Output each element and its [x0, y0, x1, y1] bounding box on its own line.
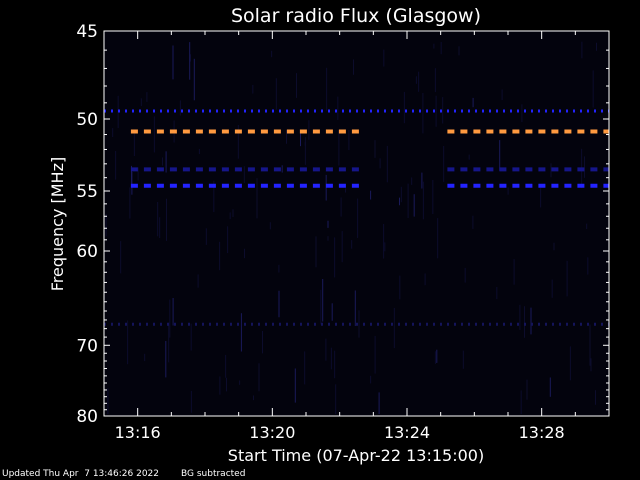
plot-area [104, 31, 609, 416]
x-tick-label: 13:16 [115, 423, 161, 442]
background-noise [105, 41, 597, 414]
x-axis-label: Start Time (07-Apr-22 13:15:00) [228, 446, 484, 465]
y-tick-label: 50 [76, 110, 98, 130]
y-tick-label: 45 [76, 22, 98, 42]
chart-title: Solar radio Flux (Glasgow) [231, 5, 481, 27]
x-tick-label: 13:24 [384, 423, 430, 442]
updated-timestamp: Updated Thu Apr 7 13:46:26 2022 [2, 469, 159, 479]
y-tick-label: 80 [76, 407, 98, 427]
emission-bands [104, 109, 609, 326]
y-tick-label: 60 [76, 242, 98, 262]
bg-note: BG subtracted [181, 469, 246, 479]
y-axis-label: Frequency [MHz] [48, 157, 67, 291]
y-axis: 45 50 55 60 70 80 [76, 22, 609, 427]
x-tick-label: 13:20 [249, 423, 295, 442]
footer: Updated Thu Apr 7 13:46:26 2022 BG subtra… [2, 469, 267, 479]
x-tick-label: 13:28 [519, 423, 565, 442]
plot-frame [103, 30, 610, 417]
y-tick-label: 70 [76, 336, 98, 356]
x-axis: 13:16 13:20 13:24 13:28 [103, 31, 610, 442]
y-tick-label: 55 [76, 182, 98, 202]
